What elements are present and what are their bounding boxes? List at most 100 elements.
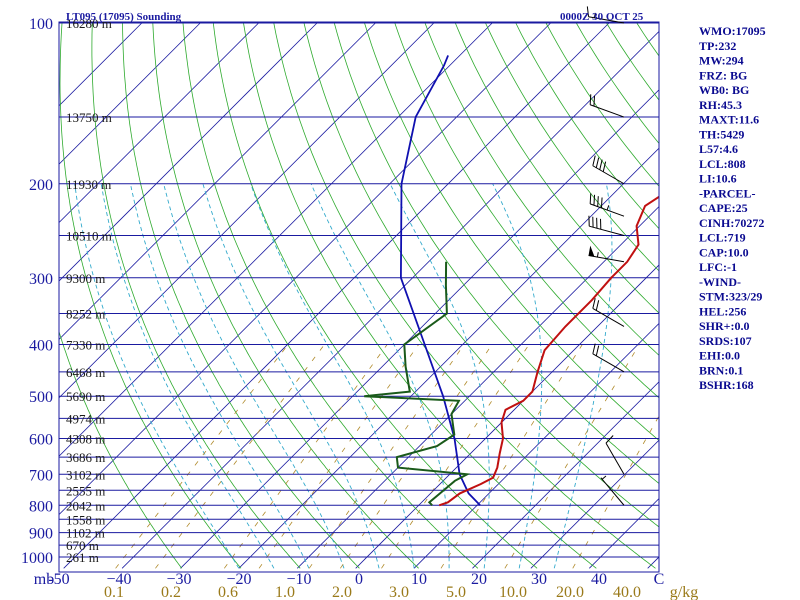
height-label: 6468 m	[66, 365, 105, 380]
height-label: 7330 m	[66, 338, 105, 353]
wind-barb-flag	[592, 298, 596, 309]
wind-barb	[589, 94, 625, 118]
stat-line: LI:10.6	[699, 172, 737, 186]
height-label: 5690 m	[66, 389, 105, 404]
pressure-label: 400	[29, 338, 53, 355]
temperature-tick: 0	[355, 571, 363, 588]
dry-adiabat-line	[273, 22, 656, 569]
wind-barb-flag	[599, 159, 603, 170]
stat-line: MW:294	[699, 54, 744, 68]
moist-adiabat-line	[100, 183, 275, 569]
dry-adiabat-line	[454, 22, 659, 314]
height-label: 4308 m	[66, 432, 105, 447]
wind-barb-staff	[592, 353, 625, 373]
height-label: 11930 m	[66, 177, 111, 192]
stat-line: TP:232	[699, 39, 736, 53]
height-label: 8252 m	[66, 307, 105, 322]
isotherm-line	[59, 22, 551, 516]
height-label: 3102 m	[66, 467, 105, 482]
dry-adiabat-line	[59, 22, 242, 569]
dry-adiabat-line	[333, 22, 659, 485]
stat-line: HEL:256	[699, 304, 746, 318]
wind-barb-flag	[593, 95, 596, 107]
stat-line: SHR+:0.0	[699, 319, 750, 333]
pressure-label: 1000	[21, 550, 53, 567]
mixing-ratio-tick: 0.6	[218, 584, 238, 600]
wind-barb-flag	[592, 343, 596, 354]
wind-barb-half-flag	[606, 205, 610, 211]
height-label: 3686 m	[66, 450, 105, 465]
moist-adiabat-line	[492, 183, 543, 569]
height-label: 670 m	[66, 538, 99, 553]
height-label: 1102 m	[66, 526, 105, 541]
stat-line: RH:45.3	[699, 98, 742, 112]
stat-line: EHI:0.0	[699, 349, 740, 363]
temperature-trace	[438, 195, 659, 507]
wind-barb-flag	[586, 6, 590, 17]
height-label: 10510 m	[66, 228, 112, 243]
stat-line: L57:4.6	[699, 142, 738, 156]
mixing-ratio-line	[155, 344, 325, 569]
temperature-tick: −20	[226, 571, 251, 588]
wind-barb-flag	[600, 197, 603, 208]
mixing-ratio-tick: 5.0	[446, 584, 466, 600]
sounding-profiles	[364, 55, 659, 507]
dry-adiabat-line	[91, 22, 301, 569]
grid-lines	[59, 22, 800, 569]
stat-line: WMO:17095	[699, 24, 766, 38]
wind-barb-flag	[589, 193, 592, 204]
pressure-label: 700	[29, 467, 53, 484]
wind-barb-flag	[605, 435, 614, 444]
dry-adiabat-line	[364, 22, 659, 442]
dry-adiabat-line	[212, 22, 538, 569]
dry-adiabat-line	[152, 22, 419, 569]
dry-adiabat-line	[303, 22, 659, 528]
height-label: 4974 m	[66, 411, 105, 426]
wind-barb	[592, 343, 625, 373]
isotherm-line	[355, 264, 659, 569]
moist-adiabat-line	[389, 183, 490, 569]
height-label: 13750 m	[66, 110, 112, 125]
isotherm-line	[59, 22, 318, 282]
dry-adiabat-line	[575, 22, 659, 145]
mixing-ratio-tick: 2.0	[332, 584, 352, 600]
height-label: 16280 m	[66, 16, 112, 31]
dry-adiabat-line	[122, 22, 360, 569]
wind-barb	[588, 215, 625, 236]
mixing-ratio-tick: 0.2	[161, 584, 181, 600]
stat-line: -WIND-	[699, 275, 741, 289]
temperature-tick: -50	[48, 571, 69, 588]
stat-line: -PARCEL-	[699, 186, 755, 200]
isotherm-line	[530, 439, 659, 569]
wind-barb-staff	[592, 307, 625, 327]
isotherm-line	[589, 498, 659, 569]
wind-barb	[586, 6, 625, 24]
stat-line: MAXT:11.6	[699, 113, 759, 127]
pressure-label: 600	[29, 432, 53, 449]
dry-adiabat-line	[758, 23, 800, 568]
wind-barb	[589, 193, 625, 217]
wind-barb-half-flag	[593, 12, 596, 18]
pressure-label: 200	[29, 177, 53, 194]
height-label: 2555 m	[66, 483, 105, 498]
temperature-tick: 20	[471, 571, 487, 588]
wind-barbs	[586, 6, 625, 506]
wind-barb-flag	[595, 300, 600, 311]
dry-adiabat-line	[243, 22, 597, 569]
wind-barb	[605, 435, 625, 475]
moist-adiabat-line	[553, 183, 613, 569]
height-label: 9300 m	[66, 271, 105, 286]
moist-adiabat-line	[130, 183, 310, 569]
wind-barb-flag	[589, 94, 592, 105]
wind-barb-staff	[590, 104, 625, 118]
valid-time: 0000Z 30 OCT 25	[560, 11, 644, 23]
temperature-tick: 10	[411, 571, 427, 588]
wind-barb	[592, 155, 625, 185]
wind-barb-flag	[597, 196, 599, 207]
temperature-tick: −40	[106, 571, 131, 588]
temperature-axis-prefix: mb	[34, 571, 54, 588]
dry-adiabat-line	[59, 330, 183, 569]
stat-line: LCL:808	[699, 157, 746, 171]
isotherm-line	[59, 22, 493, 457]
